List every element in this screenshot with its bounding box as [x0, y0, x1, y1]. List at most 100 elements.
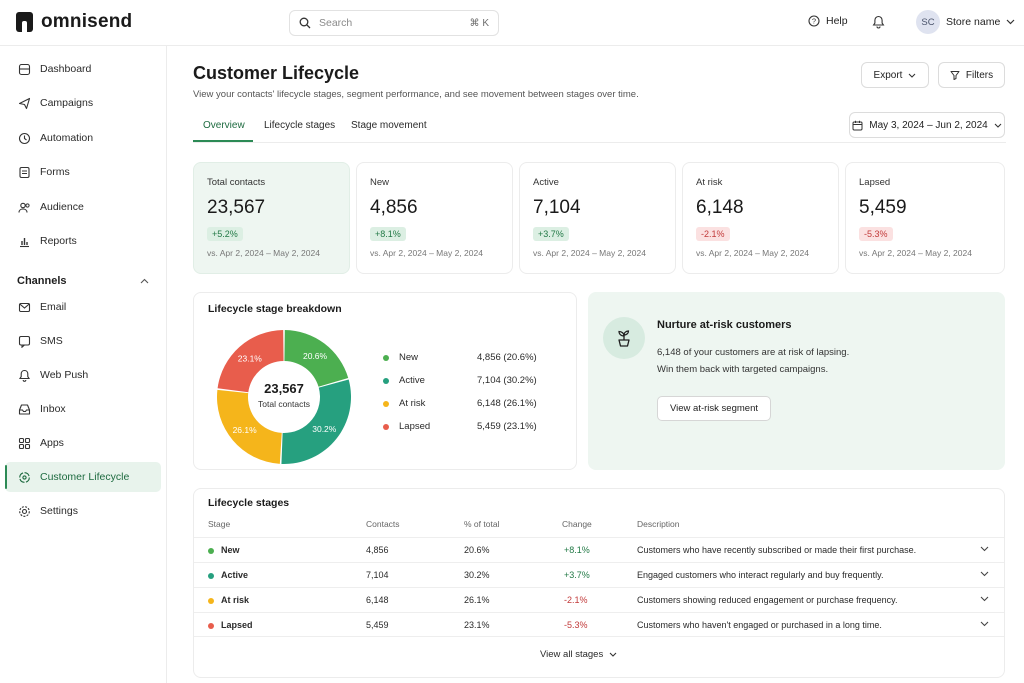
nurture-at-risk-card: Nurture at-risk customers 6,148 of your … [588, 292, 1005, 470]
filters-label: Filters [965, 69, 994, 81]
sidebar-item-reports[interactable]: Reports [5, 226, 161, 256]
chevron-down-icon[interactable] [980, 571, 989, 577]
sidebar-item-inbox[interactable]: Inbox [5, 394, 161, 424]
sidebar-item-web-push[interactable]: Web Push [5, 360, 161, 390]
stage-contacts: 4,856 [366, 545, 389, 555]
table-row[interactable]: Lapsed 5,459 23.1% -5.3% Customers who h… [194, 612, 1004, 637]
stage-name: New [221, 545, 240, 555]
sidebar-item-label: Web Push [40, 369, 89, 381]
legend-dot [383, 355, 389, 361]
kpi-label: Total contacts [207, 177, 266, 188]
column-header-percent[interactable]: % of total [464, 519, 500, 529]
lifecycle-stages-table: Lifecycle stages Stage Contacts % of tot… [193, 488, 1005, 678]
stage-percent: 23.1% [464, 620, 490, 630]
sidebar-item-email[interactable]: Email [5, 292, 161, 322]
kpi-card-at-risk[interactable]: At risk 6,148 -2.1% vs. Apr 2, 2024 – Ma… [682, 162, 839, 274]
view-all-label: View all stages [540, 649, 604, 660]
chevron-down-icon[interactable] [980, 546, 989, 552]
page-title: Customer Lifecycle [193, 63, 360, 83]
svg-text:?: ? [812, 17, 816, 26]
export-label: Export [873, 69, 903, 81]
stage-contacts: 7,104 [366, 570, 389, 580]
nurture-line-2: Win them back with targeted campaigns. [657, 364, 829, 375]
kpi-card-total-contacts[interactable]: Total contacts 23,567 +5.2% vs. Apr 2, 2… [193, 162, 350, 274]
help-icon: ? [808, 15, 820, 27]
legend-value: 7,104 (30.2%) [477, 375, 537, 386]
table-row[interactable]: At risk 6,148 26.1% -2.1% Customers show… [194, 587, 1004, 612]
stage-dot [208, 598, 214, 604]
stage-name: At risk [221, 595, 250, 605]
tabs-divider [193, 142, 1006, 143]
sidebar-item-settings[interactable]: Settings [5, 496, 161, 526]
kpi-card-active[interactable]: Active 7,104 +3.7% vs. Apr 2, 2024 – May… [519, 162, 676, 274]
kpi-value: 4,856 [370, 197, 418, 218]
chevron-down-icon[interactable] [980, 596, 989, 602]
lifecycle-icon [17, 470, 31, 484]
nurture-title: Nurture at-risk customers [657, 319, 792, 331]
date-range-picker[interactable]: May 3, 2024 – Jun 2, 2024 [849, 112, 1005, 138]
donut-slice-label: 30.2% [312, 424, 337, 434]
column-header-stage[interactable]: Stage [208, 519, 231, 529]
kpi-compare-text: vs. Apr 2, 2024 – May 2, 2024 [859, 248, 972, 258]
view-at-risk-segment-button[interactable]: View at-risk segment [657, 396, 771, 421]
kpi-card-lapsed[interactable]: Lapsed 5,459 -5.3% vs. Apr 2, 2024 – May… [845, 162, 1005, 274]
kpi-card-new[interactable]: New 4,856 +8.1% vs. Apr 2, 2024 – May 2,… [356, 162, 513, 274]
column-header-description: Description [637, 519, 680, 529]
sidebar-item-forms[interactable]: Forms [5, 157, 161, 187]
kpi-compare-text: vs. Apr 2, 2024 – May 2, 2024 [696, 248, 809, 258]
donut-slice-at-risk[interactable] [217, 389, 282, 464]
sidebar-item-apps[interactable]: Apps [5, 428, 161, 458]
search-placeholder: Search [319, 17, 353, 29]
tab-overview[interactable]: Overview [203, 120, 245, 131]
sidebar-item-automation[interactable]: Automation [5, 123, 161, 153]
export-button[interactable]: Export [861, 62, 929, 88]
sidebar-item-label: Forms [40, 166, 70, 178]
donut-slice-active[interactable] [281, 379, 351, 464]
kpi-value: 7,104 [533, 197, 581, 218]
kpi-value: 6,148 [696, 197, 744, 218]
sidebar-item-sms[interactable]: SMS [5, 326, 161, 356]
inbox-icon [17, 402, 31, 416]
sidebar-item-audience[interactable]: Audience [5, 192, 161, 222]
home-icon [17, 62, 31, 76]
sidebar-item-label: Automation [40, 132, 94, 144]
sidebar-item-dashboard[interactable]: Dashboard [5, 54, 161, 84]
donut-slice-new[interactable] [284, 330, 349, 387]
kpi-compare-text: vs. Apr 2, 2024 – May 2, 2024 [370, 248, 483, 258]
kpi-change-badge: +5.2% [207, 227, 243, 241]
plant-icon [603, 317, 645, 359]
tab-lifecycle-stages[interactable]: Lifecycle stages [264, 120, 336, 131]
notifications-button[interactable] [872, 15, 885, 32]
donut-chart: 20.6% 30.2% 26.1% 23.1% 23,567 Total contac… [214, 327, 354, 467]
filter-icon [950, 71, 960, 80]
logo[interactable]: omnisend [16, 11, 132, 33]
stage-change: +3.7% [564, 570, 590, 580]
stage-change: +8.1% [564, 545, 590, 555]
kpi-change-badge: -2.1% [696, 227, 730, 241]
channels-heading: Channels [17, 275, 67, 287]
legend-name: Active [399, 375, 425, 386]
bell-icon [17, 368, 31, 382]
column-header-contacts[interactable]: Contacts [366, 519, 400, 529]
view-all-stages-link[interactable]: View all stages [540, 649, 617, 660]
table-row[interactable]: New 4,856 20.6% +8.1% Customers who have… [194, 537, 1004, 562]
channels-section-header[interactable]: Channels [17, 275, 149, 287]
stage-description: Customers who haven't engaged or purchas… [637, 620, 882, 630]
sidebar-item-label: Inbox [40, 403, 66, 415]
search-input[interactable]: Search ⌘ K [289, 10, 499, 36]
chevron-down-icon[interactable] [980, 621, 989, 627]
sidebar-item-label: Dashboard [40, 63, 92, 75]
help-button[interactable]: ? Help [808, 15, 848, 27]
donut-center: 23,567 Total contacts [214, 381, 354, 409]
column-header-change[interactable]: Change [562, 519, 592, 529]
sidebar-item-label: Campaigns [40, 97, 94, 109]
sidebar-item-customer-lifecycle[interactable]: Customer Lifecycle [5, 462, 161, 492]
sidebar-item-campaigns[interactable]: Campaigns [5, 88, 161, 118]
legend-name: At risk [399, 398, 426, 409]
filters-button[interactable]: Filters [938, 62, 1005, 88]
store-menu[interactable]: SC Store name [916, 10, 1015, 34]
donut-slice-lapsed[interactable] [217, 330, 284, 393]
tab-stage-movement[interactable]: Stage movement [351, 120, 427, 131]
table-row[interactable]: Active 7,104 30.2% +3.7% Engaged custome… [194, 562, 1004, 587]
top-bar: omnisend Search ⌘ K ? Help SC Store name [0, 0, 1024, 46]
